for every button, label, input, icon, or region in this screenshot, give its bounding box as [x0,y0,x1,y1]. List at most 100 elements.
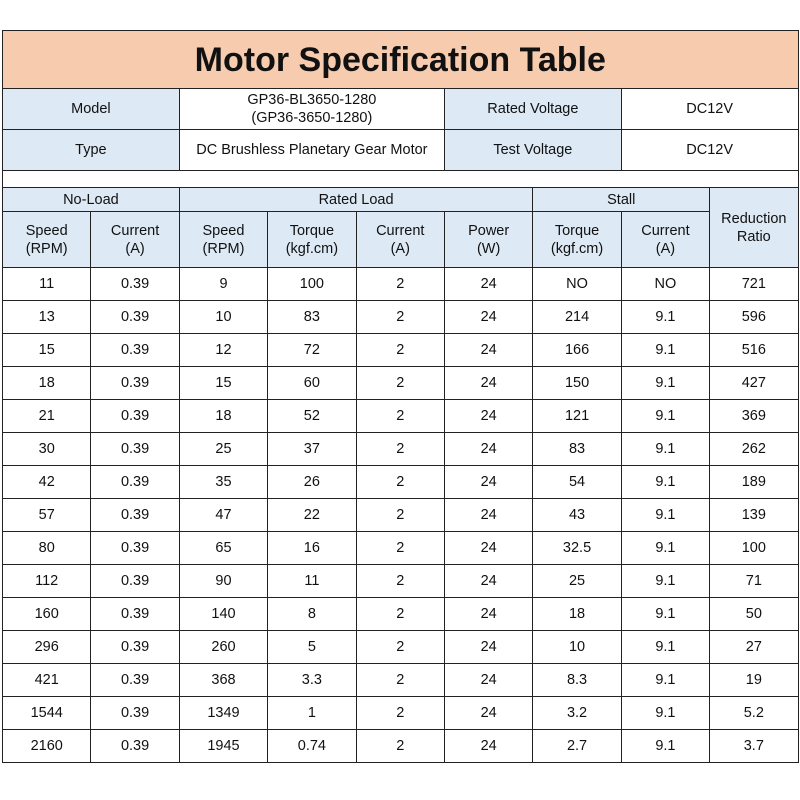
table-cell: 260 [178,630,269,664]
table-row: 421 0.39 368 3.3 2 24 8.3 9.1 19 [1,663,799,697]
column-header-name: Torque [289,222,335,239]
table-cell: 9.1 [620,630,711,664]
table-cell: 2 [355,597,445,631]
model-value: GP36-BL3650-1280 (GP36-3650-1280) [178,88,445,130]
table-cell: 2 [355,267,445,301]
table-cell: 8.3 [532,663,622,697]
table-cell: 9.1 [620,333,711,367]
table-cell: 16 [267,531,357,565]
column-header-name: Current [110,222,160,239]
table-cell: 2 [355,564,445,598]
table-cell: 11 [267,564,357,598]
table-cell: 721 [709,267,799,301]
column-header-name: Power [468,222,510,239]
table-cell: 9.1 [620,300,711,334]
table-cell: 1945 [178,729,269,763]
table-cell: 2 [355,366,445,400]
table-cell: 24 [443,729,534,763]
table-cell: 421 [1,663,92,697]
table-row: 112 0.39 90 11 2 24 25 9.1 71 [1,564,799,598]
table-cell: 24 [443,465,534,499]
table-cell: 83 [532,432,622,466]
model-value-line1: GP36-BL3650-1280 [247,92,377,108]
table-cell: 90 [178,564,269,598]
table-cell: 112 [1,564,92,598]
table-cell: 24 [443,630,534,664]
table-row: 1544 0.39 1349 1 2 24 3.2 9.1 5.2 [1,696,799,730]
table-cell: 71 [709,564,799,598]
table-cell: 0.39 [90,267,180,301]
table-cell: 0.39 [90,432,180,466]
table-cell: 2 [355,663,445,697]
table-cell: 3.2 [532,696,622,730]
table-row: 80 0.39 65 16 2 24 32.5 9.1 100 [1,531,799,565]
table-cell: 22 [267,498,357,532]
table-cell: 19 [709,663,799,697]
model-label: Model [2,88,180,130]
type-label: Type [2,129,180,171]
table-cell: 0.74 [267,729,357,763]
table-cell: 0.39 [90,366,180,400]
table-cell: 3.3 [267,663,357,697]
table-cell: 24 [443,432,534,466]
table-cell: 0.39 [90,597,180,631]
table-cell: 100 [709,531,799,565]
table-row: 57 0.39 47 22 2 24 43 9.1 139 [1,498,799,532]
table-cell: 0.39 [90,498,180,532]
table-cell: 9.1 [620,531,711,565]
table-cell: 9.1 [620,729,711,763]
table-cell: 139 [709,498,799,532]
table-cell: 160 [1,597,92,631]
table-cell: 100 [267,267,357,301]
table-cell: 24 [443,366,534,400]
table-cell: 24 [443,663,534,697]
table-cell: 12 [178,333,269,367]
column-header: Speed (RPM) [1,211,92,268]
test-voltage-label: Test Voltage [443,129,622,171]
column-header-unit: (A) [390,240,410,257]
table-cell: 5 [267,630,357,664]
table-cell: 24 [443,531,534,565]
column-header-unit: (RPM) [202,240,245,257]
table-cell: 60 [267,366,357,400]
table-cell: 80 [1,531,92,565]
column-header: Power (W) [443,211,534,268]
table-cell: 10 [532,630,622,664]
spacer-row [2,170,799,188]
table-cell: 24 [443,597,534,631]
table-cell: 296 [1,630,92,664]
table-cell: 24 [443,399,534,433]
column-header-unit: (W) [476,240,501,257]
table-cell: 13 [1,300,92,334]
table-cell: 15 [1,333,92,367]
table-cell: 2 [355,531,445,565]
table-cell: 47 [178,498,269,532]
table-cell: 30 [1,432,92,466]
test-voltage-value: DC12V [620,129,799,171]
column-header-unit: (kgf.cm) [285,240,339,257]
table-cell: 27 [709,630,799,664]
table-row: 42 0.39 35 26 2 24 54 9.1 189 [1,465,799,499]
table-cell: 427 [709,366,799,400]
column-header-name: Torque [554,222,600,239]
column-header: Current (A) [620,211,711,268]
table-cell: 368 [178,663,269,697]
table-cell: 9.1 [620,465,711,499]
group-stall: Stall [532,187,711,212]
table-cell: 9.1 [620,696,711,730]
group-rated-load: Rated Load [178,187,534,212]
column-header-unit: (RPM) [25,240,68,257]
table-cell: 2 [355,300,445,334]
table-cell: 42 [1,465,92,499]
table-cell: 596 [709,300,799,334]
column-header-name: Speed [202,222,245,239]
column-header: Speed (RPM) [178,211,269,268]
column-header-unit: (kgf.cm) [550,240,604,257]
table-cell: 9.1 [620,366,711,400]
table-title: Motor Specification Table [2,30,799,89]
motor-spec-table: Motor Specification Table Model GP36-BL3… [1,30,799,763]
table-cell: 2.7 [532,729,622,763]
table-cell: 18 [532,597,622,631]
table-cell: 24 [443,333,534,367]
table-cell: 0.39 [90,333,180,367]
